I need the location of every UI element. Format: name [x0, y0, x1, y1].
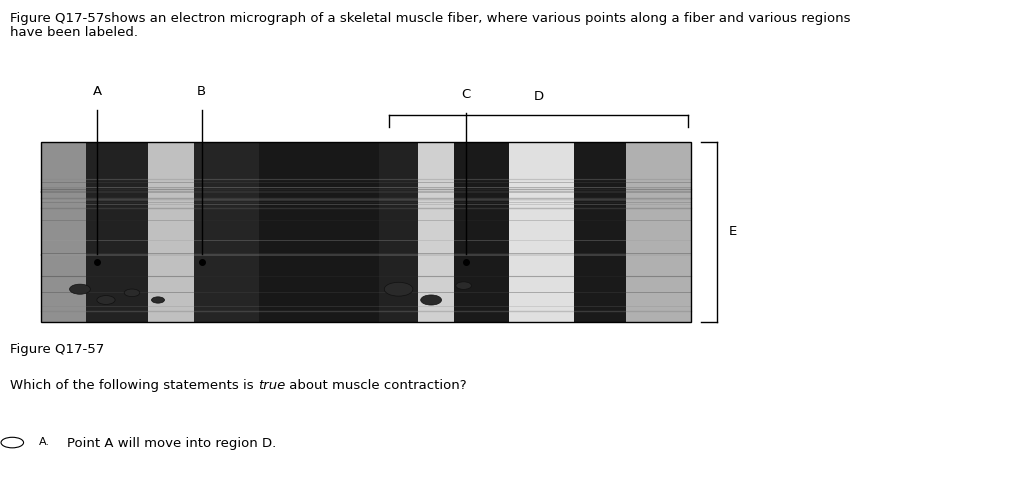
Text: true: true: [258, 379, 286, 392]
Text: Which of the following statements is: Which of the following statements is: [10, 379, 258, 392]
Text: A: A: [93, 85, 101, 98]
Text: Figure Q17-57: Figure Q17-57: [10, 343, 104, 356]
Text: Figure Q17-57shows an electron micrograph of a skeletal muscle fiber, where vari: Figure Q17-57shows an electron micrograp…: [10, 12, 851, 25]
Text: D: D: [534, 90, 544, 103]
Ellipse shape: [384, 282, 413, 296]
Ellipse shape: [152, 297, 165, 303]
Text: about muscle contraction?: about muscle contraction?: [286, 379, 467, 392]
Bar: [148, 142, 194, 322]
Bar: [379, 142, 418, 322]
Bar: [259, 142, 379, 322]
Text: A.: A.: [39, 437, 50, 447]
Ellipse shape: [456, 282, 471, 289]
Text: E: E: [729, 225, 737, 238]
Bar: [509, 142, 574, 322]
Bar: [574, 142, 627, 322]
Bar: [194, 142, 259, 322]
Bar: [41, 142, 691, 322]
Ellipse shape: [421, 295, 441, 305]
Text: B: B: [198, 85, 206, 98]
Bar: [41, 142, 86, 322]
Bar: [41, 142, 691, 322]
Text: C: C: [461, 88, 471, 101]
Bar: [627, 142, 691, 322]
Bar: [454, 142, 509, 322]
Text: have been labeled.: have been labeled.: [10, 26, 138, 39]
Text: Point A will move into region D.: Point A will move into region D.: [67, 437, 275, 450]
Ellipse shape: [124, 289, 140, 297]
Ellipse shape: [70, 284, 90, 294]
Bar: [86, 142, 148, 322]
Bar: [418, 142, 454, 322]
Ellipse shape: [97, 296, 115, 304]
